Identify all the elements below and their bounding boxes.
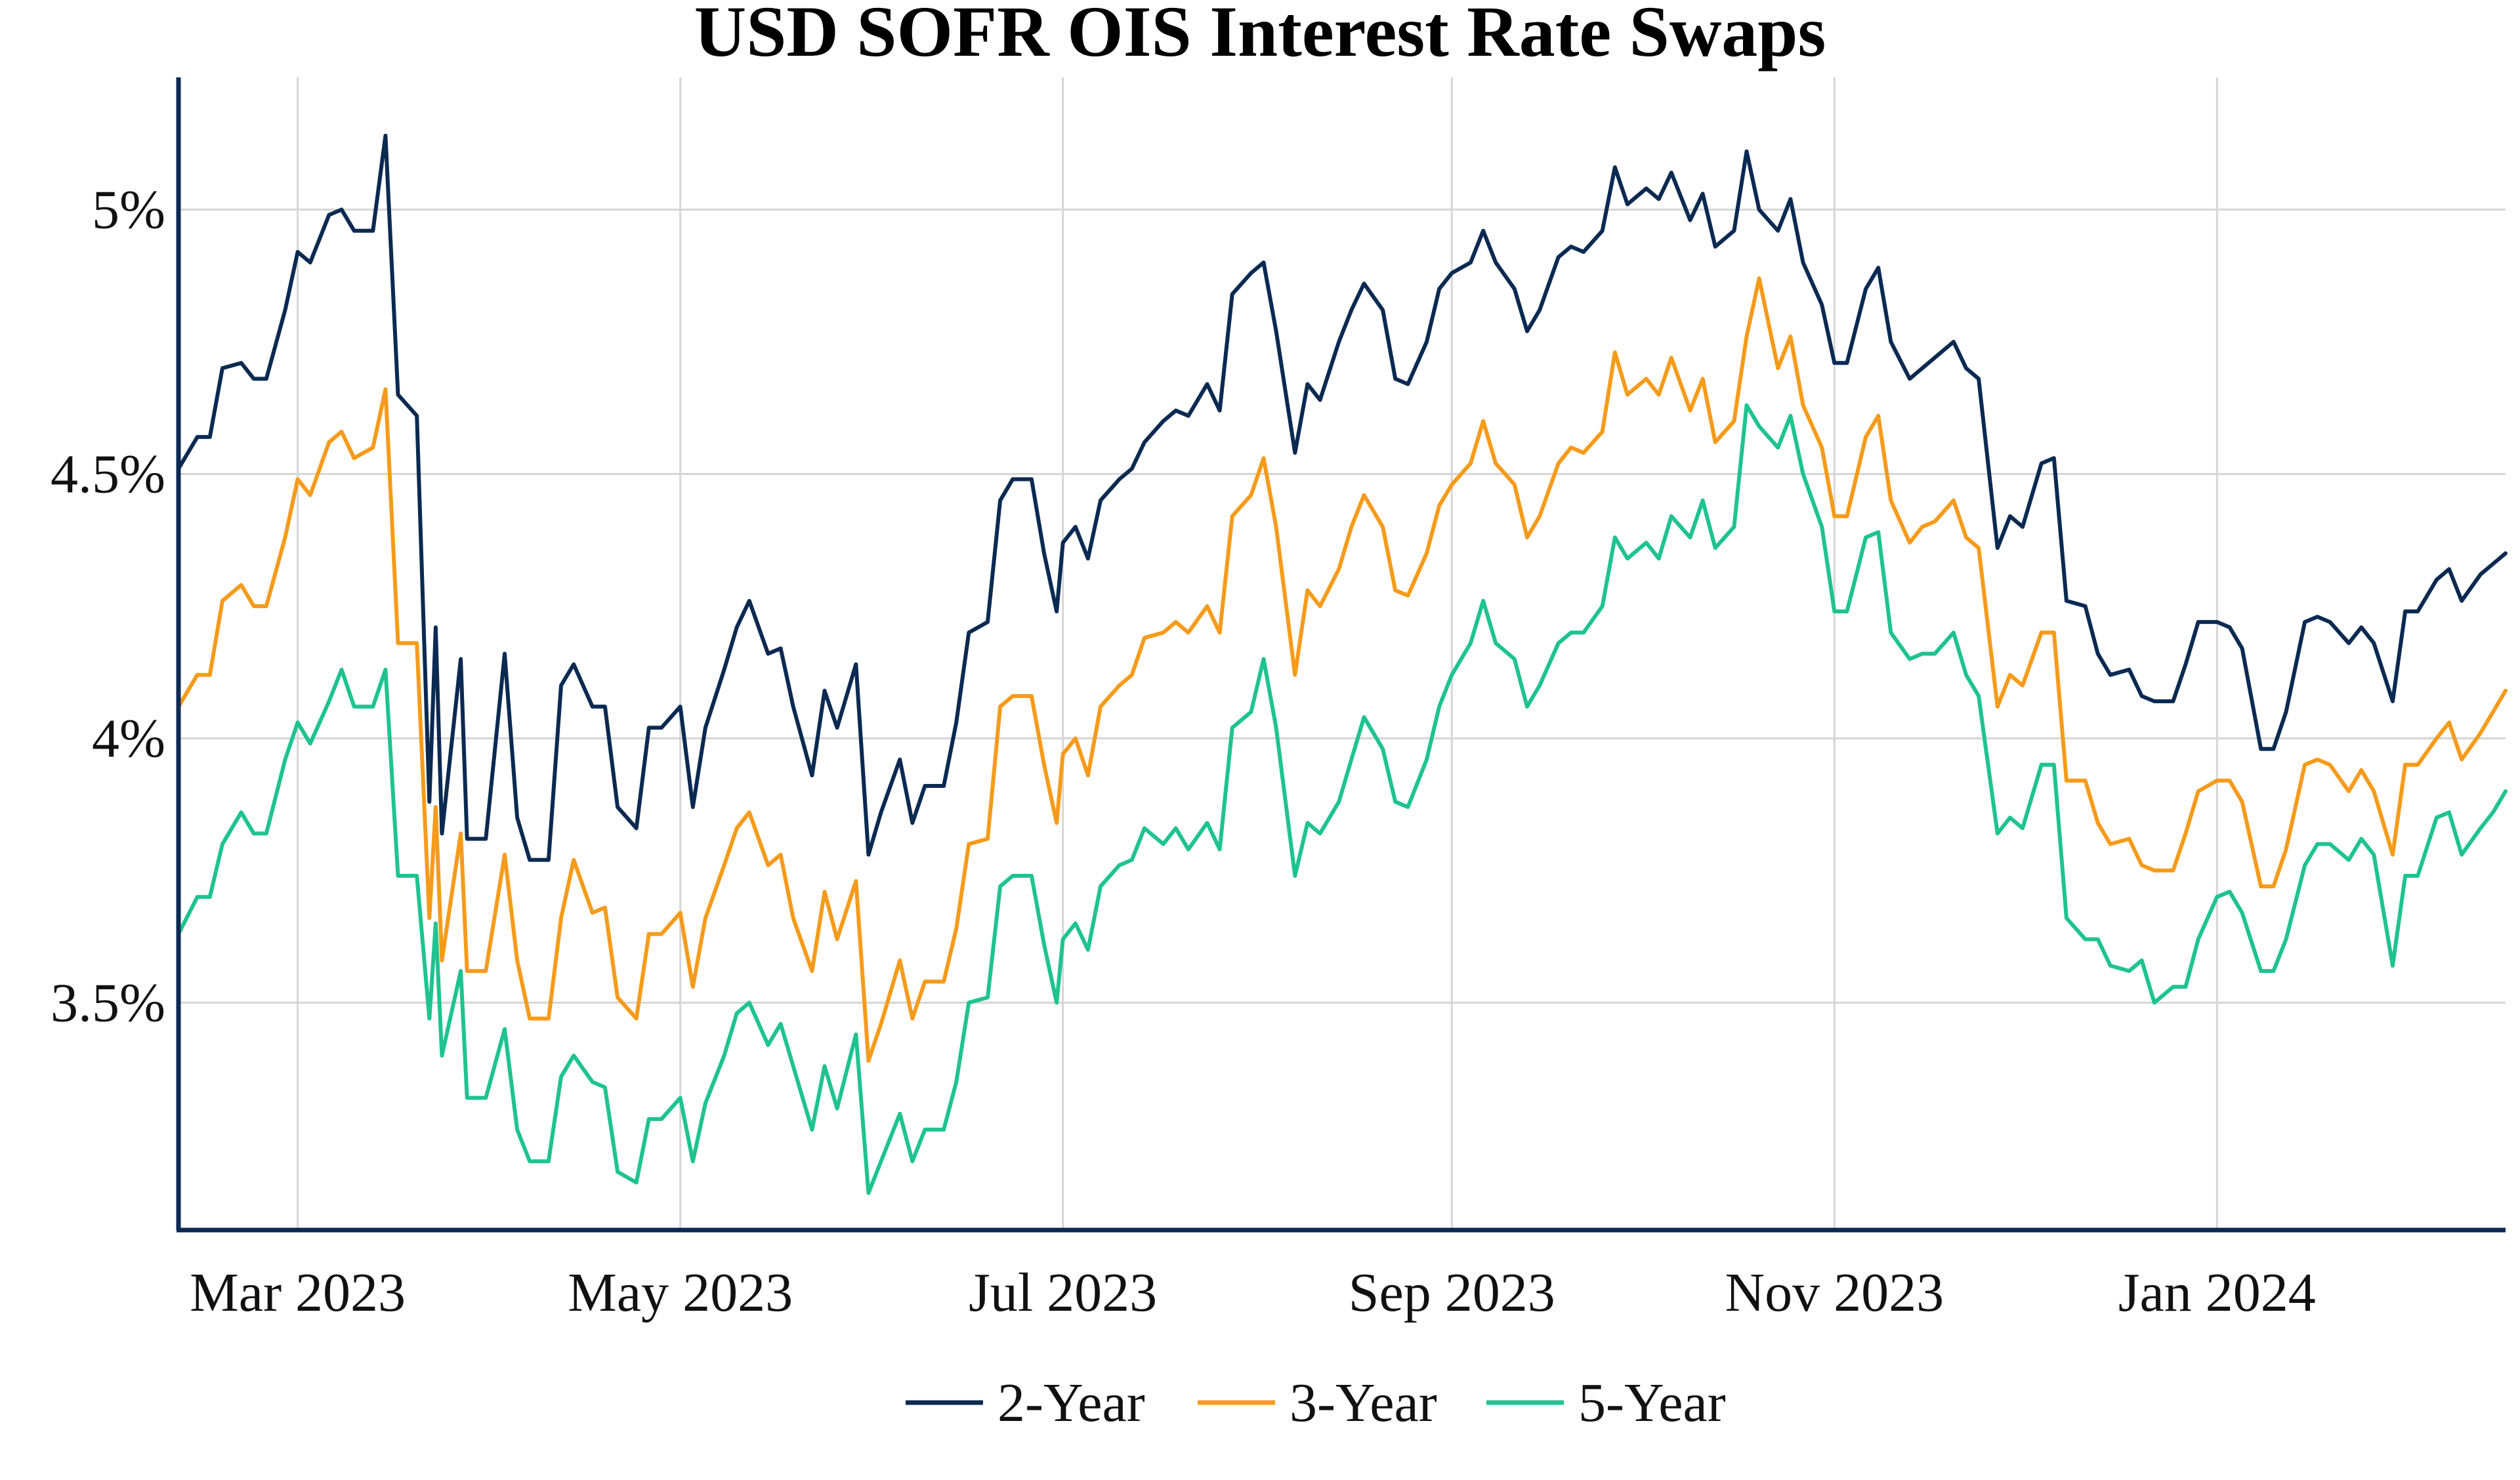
legend-item: 3-Year <box>1198 1372 1437 1433</box>
y-tick-label: 4.5% <box>51 443 165 504</box>
chart-title: USD SOFR OIS Interest Rate Swaps <box>694 0 1826 72</box>
x-tick-label: May 2023 <box>568 1262 793 1323</box>
x-tick-label: Nov 2023 <box>1725 1262 1944 1323</box>
legend-label: 2-Year <box>998 1372 1145 1433</box>
series-lines <box>177 133 2508 1195</box>
legend-item: 5-Year <box>1486 1372 1726 1433</box>
x-tick-label: Jul 2023 <box>969 1262 1157 1323</box>
gridlines <box>178 77 2506 1230</box>
series-line-5-year <box>177 403 2508 1195</box>
legend: 2-Year 3-Year 5-Year <box>906 1372 1726 1433</box>
x-axis-tick-labels: Mar 2023 May 2023 Jul 2023 Sep 2023 Nov 2023… <box>190 1262 2316 1323</box>
legend-label: 3-Year <box>1290 1372 1437 1433</box>
x-tick-label: Mar 2023 <box>190 1262 406 1323</box>
y-tick-label: 3.5% <box>51 972 165 1033</box>
y-tick-label: 4% <box>92 708 165 769</box>
series-line-2-year <box>177 133 2508 862</box>
y-tick-label: 5% <box>92 179 165 240</box>
legend-label: 5-Year <box>1578 1372 1726 1433</box>
y-axis-tick-labels: 3.5% 4% 4.5% 5% <box>51 179 165 1033</box>
series-line-3-year <box>177 276 2508 1063</box>
x-tick-label: Sep 2023 <box>1349 1262 1555 1323</box>
axes <box>176 77 2506 1233</box>
legend-item: 2-Year <box>906 1372 1145 1433</box>
x-tick-label: Jan 2024 <box>2118 1262 2316 1323</box>
